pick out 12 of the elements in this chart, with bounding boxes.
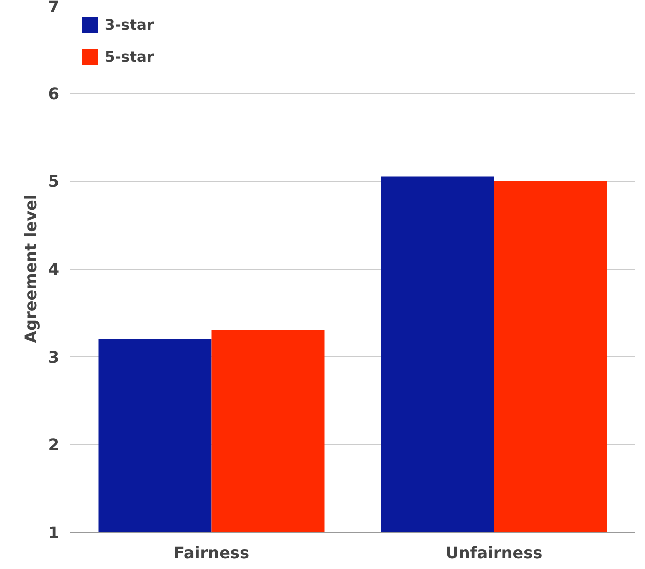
y-axis-title: Agreement level (21, 194, 40, 344)
legend-label: 5-star (105, 48, 154, 66)
x-tick-label: Fairness (174, 544, 250, 562)
y-tick-label: 6 (48, 84, 60, 104)
y-tick-label: 1 (48, 524, 60, 542)
y-tick-label: 5 (48, 172, 60, 192)
y-tick-label: 7 (48, 0, 60, 16)
legend-label: 3-star (105, 16, 154, 34)
x-tick-label: Unfairness (446, 544, 543, 562)
y-tick-label: 3 (48, 348, 60, 367)
y-tick-label: 4 (48, 260, 60, 279)
y-tick-label: 2 (48, 436, 60, 455)
